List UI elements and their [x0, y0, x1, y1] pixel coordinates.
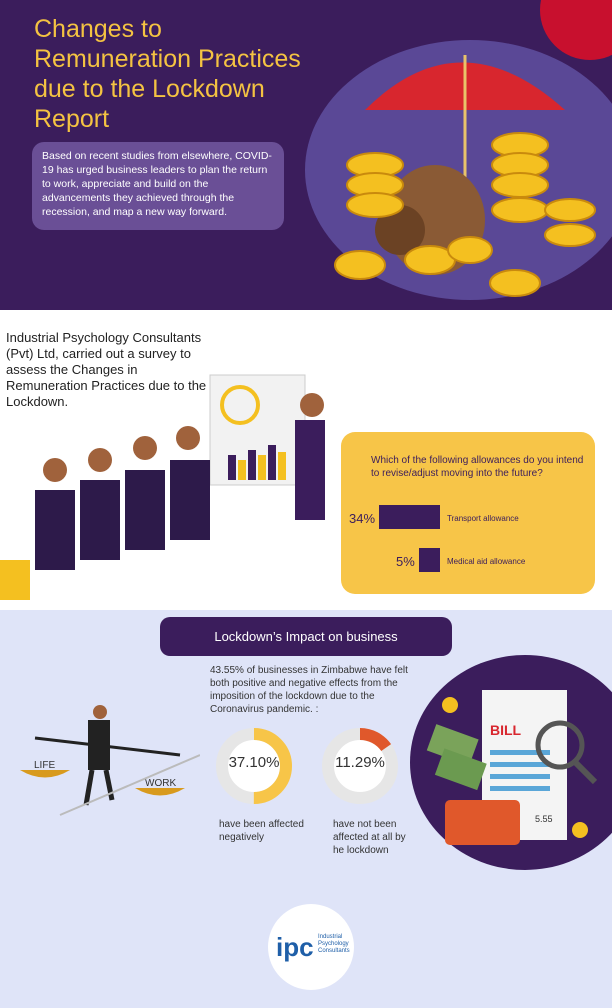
logo-mark: ipc — [276, 932, 314, 962]
negative-donut: 37.10% — [214, 726, 294, 806]
unaffected-donut: 11.29% — [320, 726, 400, 806]
negative-pct: 37.10% — [228, 754, 280, 771]
survey-description: Industrial Psychology Consultants (Pvt) … — [6, 330, 207, 409]
negative-donut-arc — [216, 728, 292, 804]
transport-bar — [379, 505, 440, 529]
negative-caption: have been affected negatively — [219, 819, 304, 843]
unaffected-donut-arc — [322, 728, 398, 804]
unaffected-donut-chart — [322, 728, 398, 804]
medical-bar — [419, 548, 440, 572]
bill-label: BILL — [490, 722, 522, 738]
unaffected-caption: have not been affected at all by he lock… — [333, 819, 406, 856]
ipc-logo: ipc Industrial Psychology Consultants — [268, 904, 354, 990]
page-title: Changes to Remuneration Practices due to… — [34, 15, 301, 133]
meeting-illustration — [0, 374, 325, 600]
transport-pct: 34% — [349, 511, 376, 526]
unaffected-pct: 11.29% — [335, 754, 385, 771]
life-label: LIFE — [34, 760, 55, 771]
transport-label: Transport allowance — [447, 514, 519, 523]
medical-label: Medical aid allowance — [447, 557, 526, 566]
money-umbrella-illustration — [334, 55, 596, 297]
allowances-question: Which of the following allowances do you… — [371, 455, 584, 479]
impact-heading: Lockdown’s Impact on business — [160, 617, 452, 656]
logo-name: Industrial Psychology Consultants — [318, 934, 350, 954]
negative-donut-chart — [216, 728, 292, 804]
impact-text: 43.55% of businesses in Zimbabwe have fe… — [210, 665, 408, 715]
medical-pct: 5% — [396, 554, 415, 569]
bill-illustration: BILL 5.55 — [426, 690, 598, 845]
header-section: Changes to Remuneration Practices due to… — [0, 0, 612, 310]
allowances-card: Which of the following allowances do you… — [341, 432, 595, 594]
work-label: WORK — [145, 778, 176, 789]
work-life-balance-illustration: LIFE WORK — [20, 705, 200, 816]
bill-amount: 5.55 — [535, 814, 553, 824]
intro-text: Based on recent studies from elsewhere, … — [32, 142, 284, 230]
